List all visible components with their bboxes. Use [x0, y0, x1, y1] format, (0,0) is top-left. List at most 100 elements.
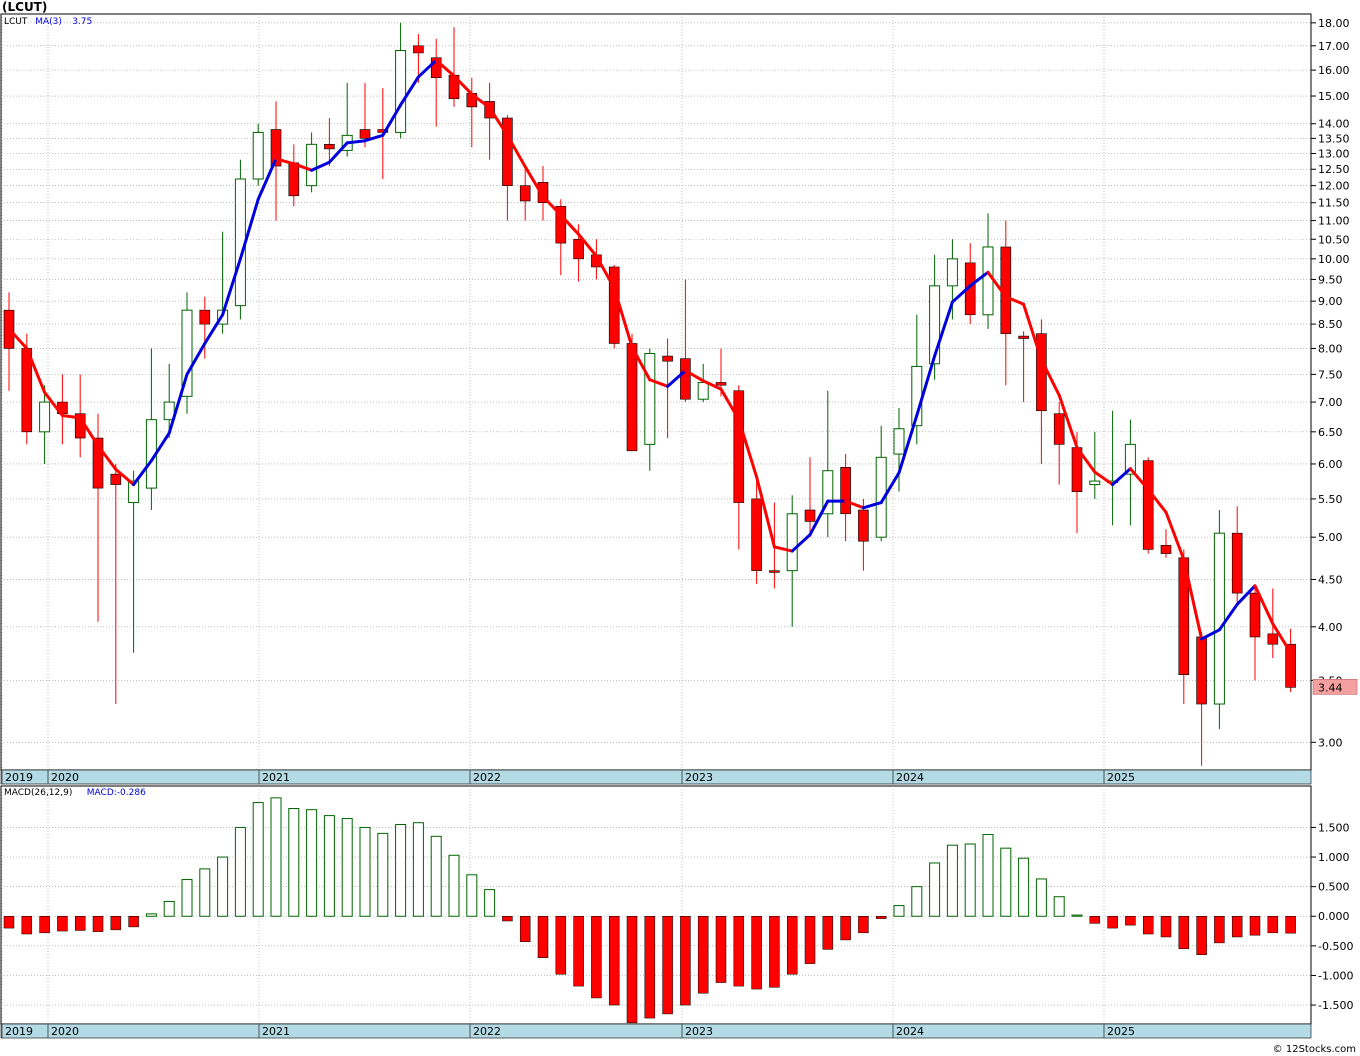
ma-line-segment — [950, 284, 972, 304]
candle-body — [644, 353, 656, 445]
ma-line-segment — [612, 286, 634, 349]
candle — [608, 264, 620, 349]
macd-legend-item: MACD:-0.286 — [87, 788, 146, 798]
macd-bar — [591, 915, 602, 999]
candle-body — [858, 509, 869, 542]
candle — [680, 279, 691, 403]
candle-body — [537, 182, 549, 204]
candle-body — [1018, 335, 1029, 339]
candle — [324, 118, 335, 167]
ma-line-segment — [701, 379, 723, 391]
candle — [1285, 628, 1296, 693]
candle — [1213, 510, 1225, 730]
ma-line-segment — [1093, 470, 1115, 487]
ma-line-segment — [132, 459, 153, 487]
price-y-tick-label: 14.00 — [1318, 118, 1350, 131]
price-y-tick-label: 5.00 — [1318, 531, 1343, 544]
candle — [430, 38, 442, 127]
candle — [1124, 419, 1136, 526]
candle-body — [769, 570, 780, 573]
price-y-tick-label: 17.00 — [1318, 40, 1350, 53]
ma-line-segment — [238, 197, 260, 261]
candle — [840, 454, 851, 542]
candle-body — [92, 437, 104, 489]
macd-bar — [128, 915, 139, 928]
macd-x-label: 2020 — [51, 1025, 79, 1038]
candle-body — [270, 129, 282, 167]
candle — [413, 34, 424, 83]
ma-line-segment — [1128, 467, 1150, 492]
macd-bar — [858, 915, 869, 934]
ma-line-segment — [933, 300, 954, 358]
price-plot-area — [0, 13, 1312, 771]
ma-line-segment — [772, 545, 794, 553]
macd-bar — [1107, 915, 1118, 929]
candle-body — [1053, 413, 1065, 445]
candle — [181, 292, 193, 414]
candle-body — [982, 246, 994, 316]
price-y-tick-label: 8.50 — [1318, 318, 1343, 331]
candle-body — [110, 473, 122, 485]
ma-line-segment — [1235, 584, 1257, 606]
price-x-label: 2023 — [685, 771, 713, 784]
macd-bar — [199, 868, 211, 917]
macd-bar — [92, 915, 104, 932]
macd-bar — [662, 915, 673, 1015]
macd-bar — [537, 915, 549, 958]
price-y-tick-label: 4.50 — [1318, 573, 1343, 586]
ma-line-segment — [559, 213, 581, 236]
ma-line-segment — [345, 139, 367, 145]
candle — [1249, 588, 1261, 681]
macd-bar — [57, 915, 68, 932]
candle-body — [181, 309, 193, 397]
macd-y-tick-label: 1.000 — [1318, 851, 1350, 864]
ma-line-segment — [541, 194, 563, 217]
ma-line-segment — [452, 74, 474, 96]
candle-body — [697, 381, 709, 400]
macd-bar — [964, 843, 976, 917]
price-y-tick-label: 12.50 — [1318, 163, 1350, 176]
candle — [519, 169, 531, 221]
macd-y-tick-label: 1.500 — [1318, 821, 1350, 834]
price-y-tick-label: 3.00 — [1318, 736, 1343, 749]
ma-line-segment — [310, 160, 331, 172]
candle — [1053, 402, 1065, 485]
ma-line-segment — [666, 369, 687, 388]
macd-bar — [341, 818, 353, 917]
ma-line-segment — [683, 369, 705, 383]
candle — [537, 166, 549, 221]
price-y-tick-label: 10.00 — [1318, 253, 1350, 266]
candle-body — [502, 117, 513, 186]
candle-body — [662, 355, 673, 362]
candle-body — [1196, 636, 1207, 705]
macd-bar — [163, 900, 175, 917]
macd-y-tick-label: -0.500 — [1318, 940, 1353, 953]
candle — [893, 407, 905, 492]
ma-line-segment — [399, 75, 420, 107]
candle-body — [1267, 633, 1279, 645]
ma-line-segment — [1253, 584, 1275, 626]
macd-year-band — [0, 1023, 1312, 1039]
macd-bar — [484, 889, 496, 917]
ma-line-segment — [523, 165, 545, 198]
ma-line-segment — [488, 106, 509, 137]
ma-line-segment — [43, 390, 64, 417]
ma-line-segment — [60, 413, 82, 420]
candle — [395, 22, 407, 139]
macd-bar — [217, 856, 229, 917]
macd-bar — [1178, 915, 1190, 950]
ma-line-segment — [968, 270, 990, 288]
candle — [128, 470, 140, 653]
price-y-tick-label: 10.50 — [1318, 233, 1350, 246]
candle-body — [163, 401, 175, 421]
price-y-tick-label: 11.00 — [1318, 215, 1350, 228]
ma-line-segment — [149, 431, 171, 463]
price-x-label: 2020 — [51, 771, 79, 784]
ma-line-segment — [7, 327, 29, 350]
macd-bar — [466, 874, 478, 917]
ma-line-segment — [594, 254, 616, 290]
price-y-tick-label: 16.00 — [1318, 64, 1350, 77]
macd-bar — [644, 915, 656, 1019]
candle-body — [840, 467, 851, 515]
macd-bar — [840, 915, 851, 941]
